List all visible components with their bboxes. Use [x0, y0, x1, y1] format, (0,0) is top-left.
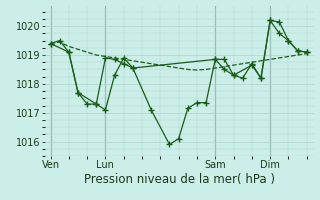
X-axis label: Pression niveau de la mer( hPa ): Pression niveau de la mer( hPa ): [84, 173, 275, 186]
